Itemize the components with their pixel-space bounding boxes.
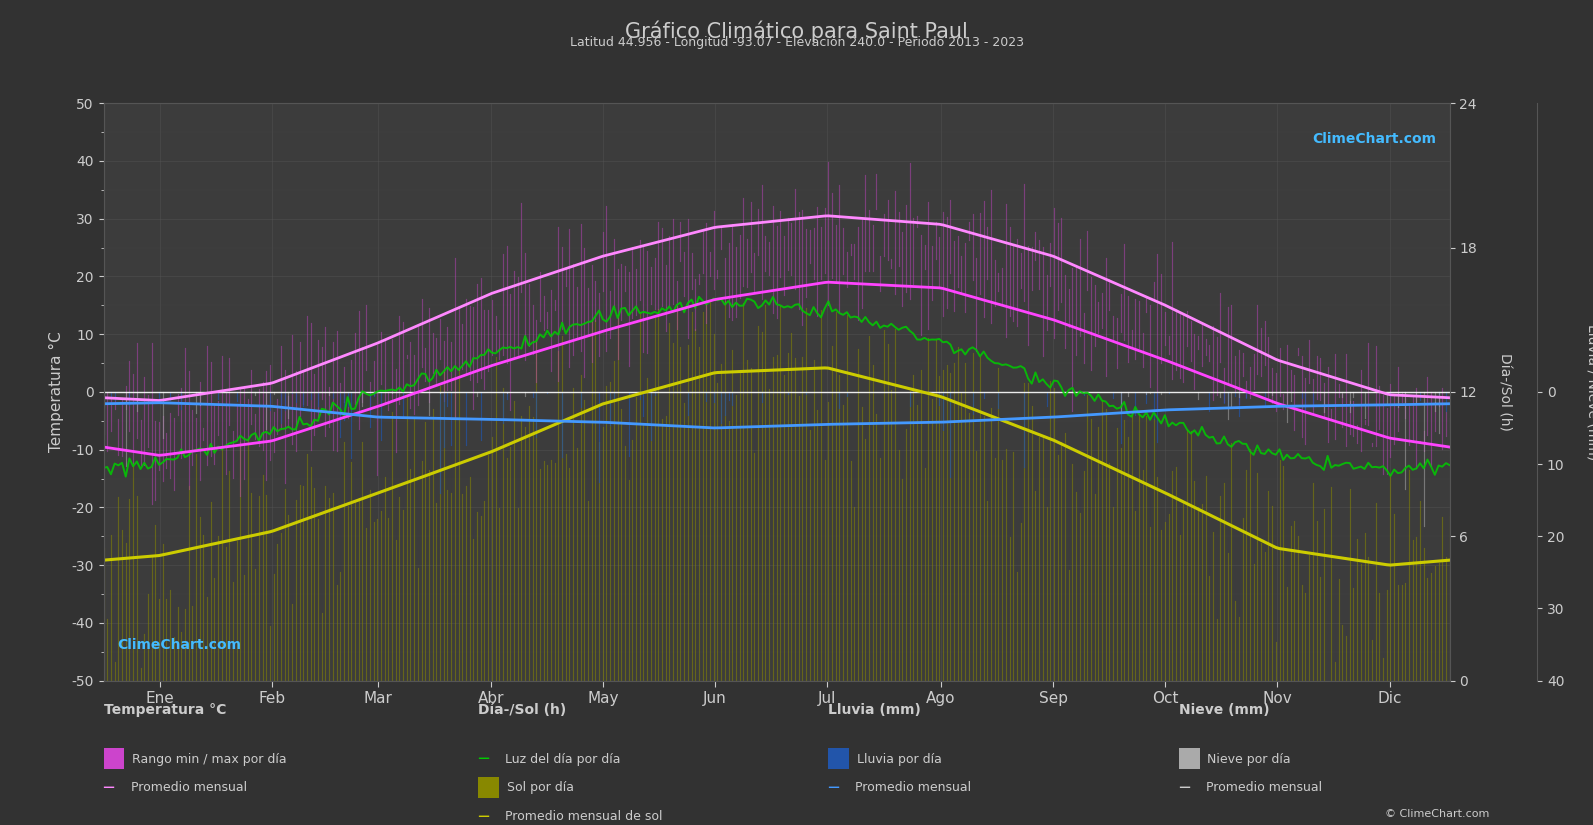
Text: Promedio mensual: Promedio mensual [855,781,972,794]
Text: Rango min / max por día: Rango min / max por día [132,752,287,766]
Y-axis label: Temperatura °C: Temperatura °C [49,332,64,452]
Y-axis label: Lluvia / Nieve (mm): Lluvia / Nieve (mm) [1585,323,1593,460]
Text: Promedio mensual de sol: Promedio mensual de sol [505,810,663,823]
Text: Nieve (mm): Nieve (mm) [1179,703,1270,717]
Text: Temperatura °C: Temperatura °C [104,703,226,717]
Text: ─: ─ [828,779,838,797]
Text: Latitud 44.956 - Longitud -93.07 - Elevación 240.0 - Periodo 2013 - 2023: Latitud 44.956 - Longitud -93.07 - Eleva… [570,36,1023,50]
Text: Día-/Sol (h): Día-/Sol (h) [478,703,566,717]
Text: Luz del día por día: Luz del día por día [505,752,621,766]
Text: Gráfico Climático para Saint Paul: Gráfico Climático para Saint Paul [624,21,969,42]
Y-axis label: Día-/Sol (h): Día-/Sol (h) [1497,353,1512,431]
Text: Promedio mensual: Promedio mensual [131,781,247,794]
Text: Sol por día: Sol por día [507,781,573,794]
Text: ─: ─ [104,779,113,797]
Text: Promedio mensual: Promedio mensual [1206,781,1322,794]
Text: Nieve por día: Nieve por día [1207,752,1290,766]
Text: Lluvia (mm): Lluvia (mm) [828,703,921,717]
Text: ClimeChart.com: ClimeChart.com [1313,132,1437,146]
Text: © ClimeChart.com: © ClimeChart.com [1384,808,1489,818]
Text: ─: ─ [478,808,487,825]
Text: ─: ─ [478,750,487,768]
Text: ─: ─ [1179,779,1188,797]
Text: Lluvia por día: Lluvia por día [857,752,941,766]
Text: ClimeChart.com: ClimeChart.com [116,638,241,652]
